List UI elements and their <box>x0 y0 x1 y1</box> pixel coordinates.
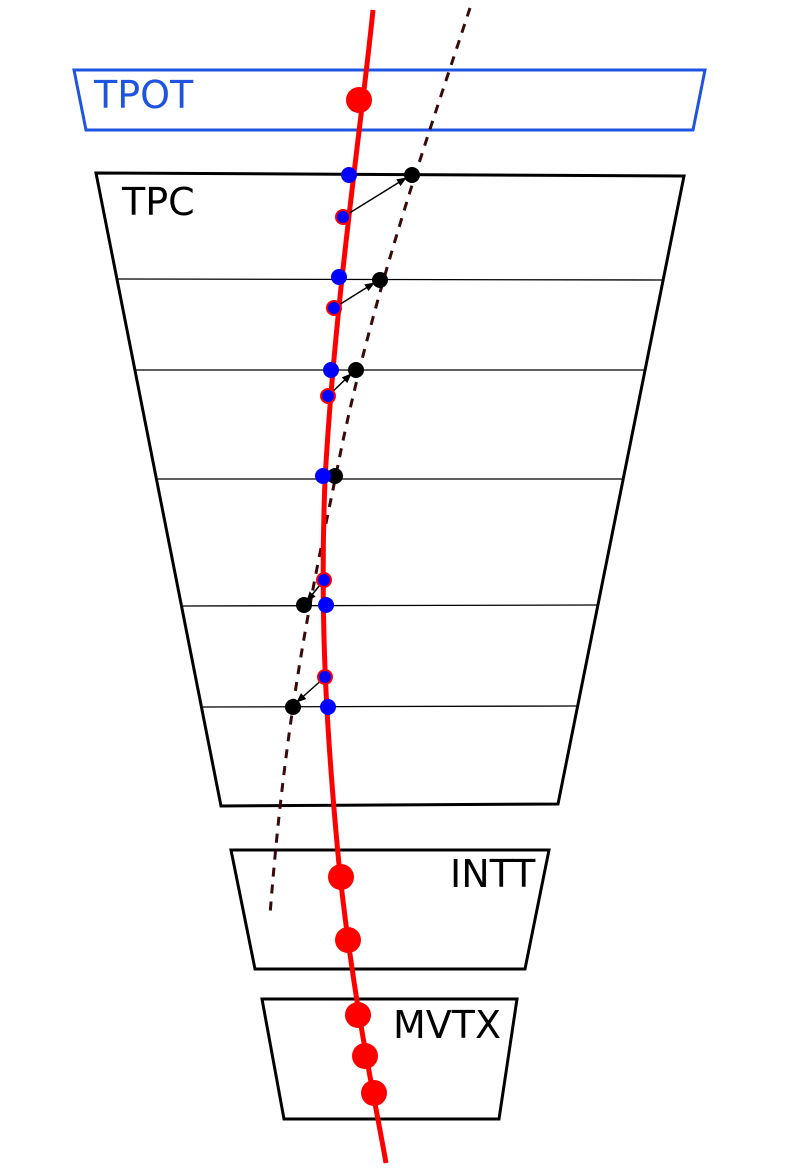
track-projected-clusters <box>316 209 351 685</box>
tpot-outline <box>72 68 707 132</box>
measured-cluster-dot <box>315 468 331 484</box>
tpc-layer-line <box>117 278 664 281</box>
shifted-clusters <box>285 167 420 715</box>
intt-hit-dot <box>328 864 354 890</box>
measured-cluster-dot <box>320 699 336 715</box>
track-projected-dot <box>316 572 332 588</box>
mvtx-hit-dot <box>345 1002 371 1028</box>
track-projected-dot <box>335 209 351 225</box>
shifted-cluster-dot <box>285 699 301 715</box>
distortion-arrow <box>342 177 407 218</box>
measured-cluster-dot <box>318 597 334 613</box>
tpot-detector: TPOT <box>72 68 707 132</box>
intt-outline <box>229 848 551 971</box>
tpc-outline <box>94 171 686 808</box>
reconstructed-track <box>320 9 389 1164</box>
mvtx-hit-dot <box>361 1080 387 1106</box>
shifted-cluster-dot <box>296 597 312 613</box>
track-projected-dot <box>320 388 336 404</box>
mvtx-label: MVTX <box>393 1003 501 1047</box>
track-projected-dot <box>317 669 333 685</box>
shifted-cluster-dot <box>348 362 364 378</box>
intt-detector: INTT <box>229 848 551 971</box>
shifted-cluster-dot <box>372 272 388 288</box>
tpc-label: TPC <box>121 180 195 224</box>
intt-hit-dot <box>335 927 361 953</box>
shifted-cluster-dot <box>327 468 343 484</box>
measured-cluster-dot <box>341 167 357 183</box>
mvtx-detector: MVTX <box>260 997 519 1121</box>
mvtx-hit-dot <box>352 1043 378 1069</box>
tpot-label: TPOT <box>93 73 194 117</box>
tpc-layer-line <box>202 705 578 708</box>
measured-cluster-dot <box>323 362 339 378</box>
tpc-layer-line <box>182 604 598 607</box>
intt-label: INTT <box>450 852 536 896</box>
tpc-detector: TPC <box>94 171 686 808</box>
tpot-hit-dot <box>346 87 372 113</box>
distorted-track-dashed <box>268 7 472 916</box>
track-projected-dot <box>326 300 342 316</box>
shifted-cluster-dot <box>404 167 420 183</box>
silicon-hits <box>328 87 387 1106</box>
measured-cluster-dot <box>331 269 347 285</box>
mvtx-outline <box>260 997 519 1121</box>
measured-clusters <box>315 167 357 715</box>
